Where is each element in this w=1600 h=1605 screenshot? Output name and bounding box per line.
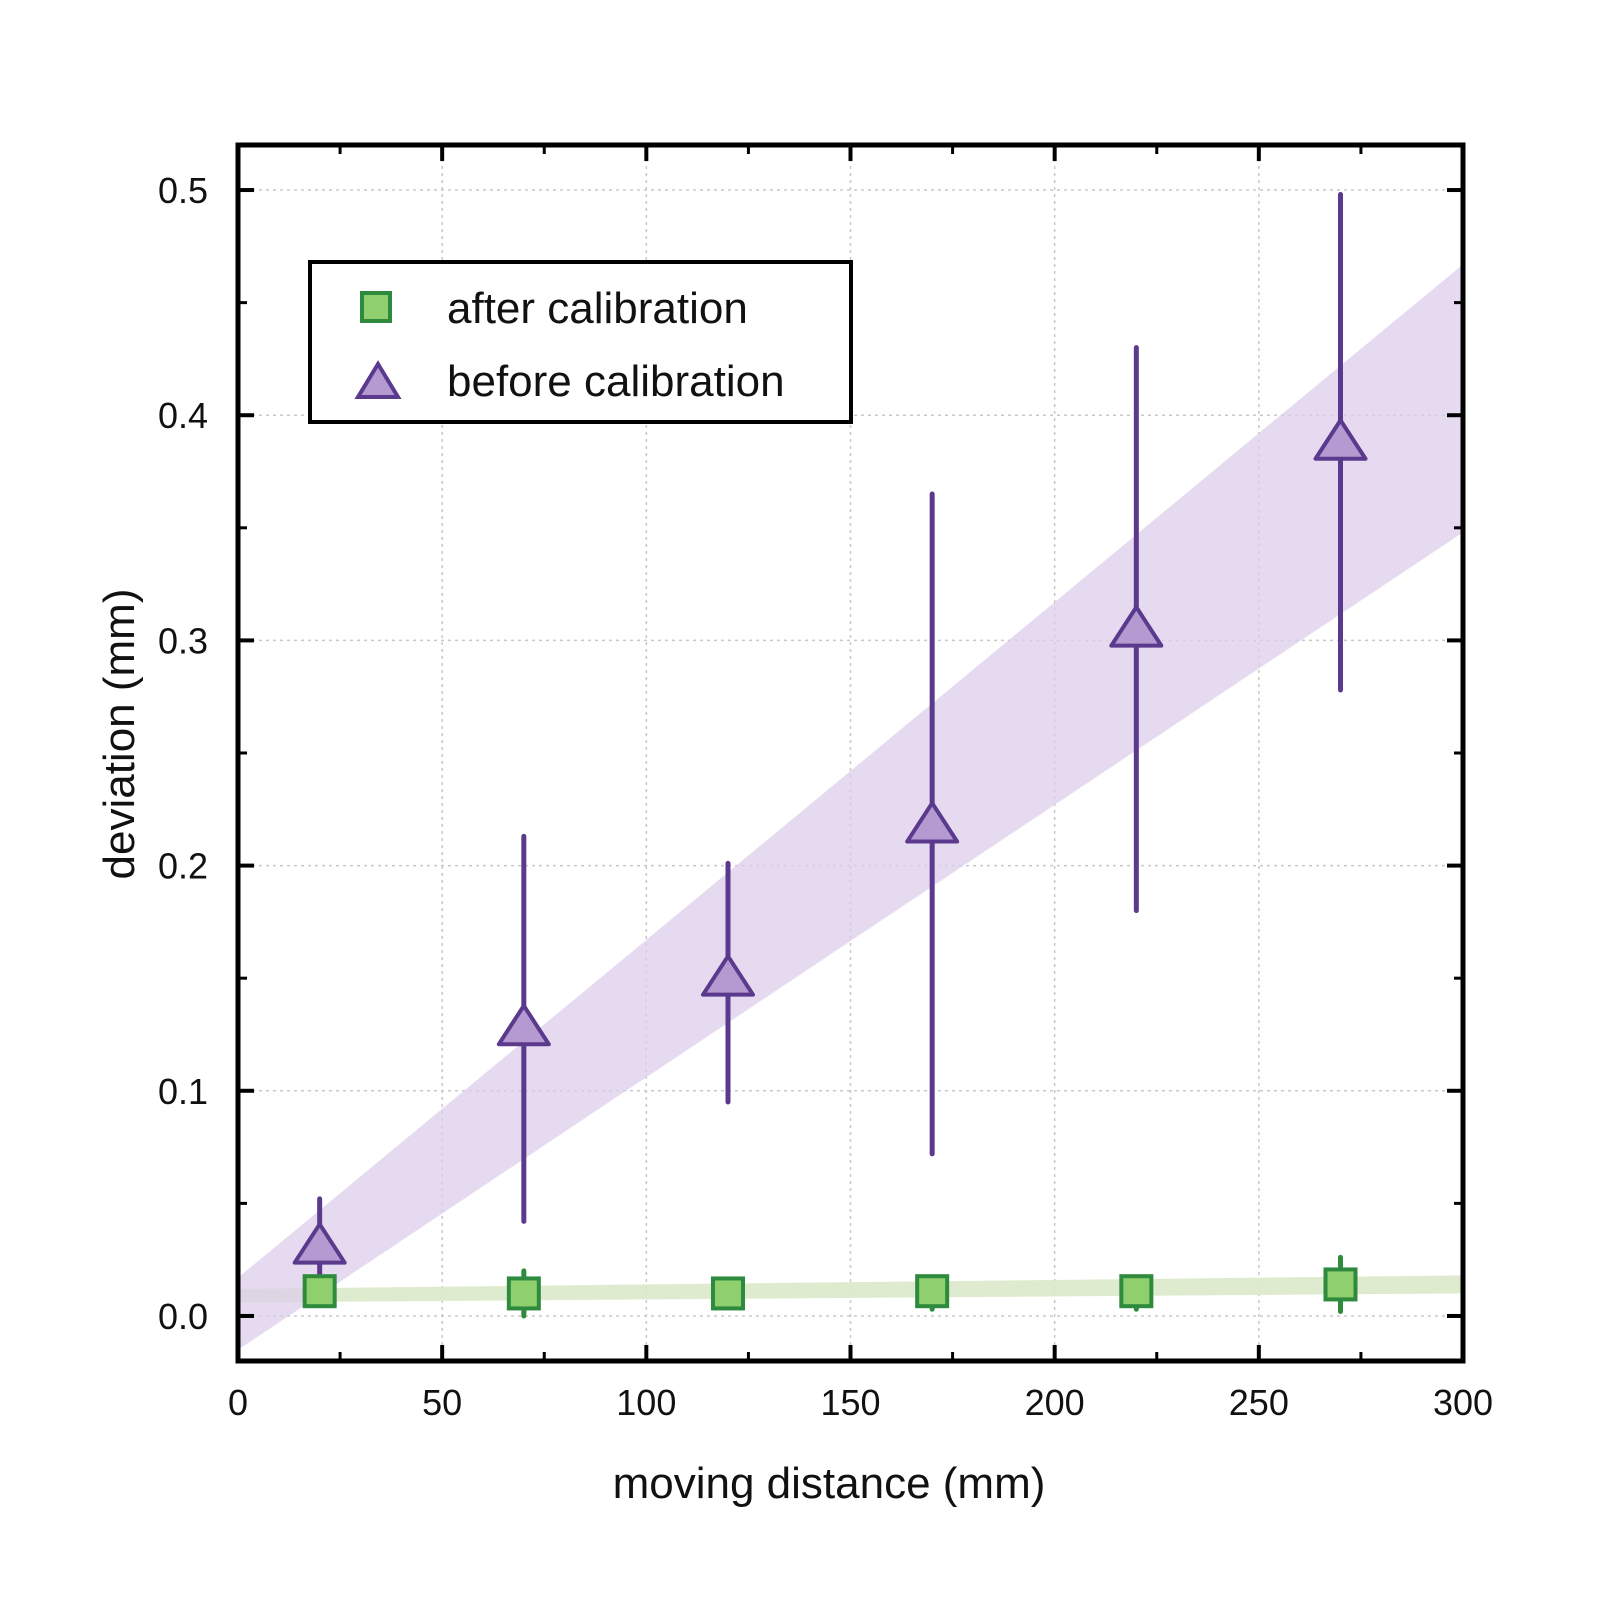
tick-labels: 0 50 100 150 200 250 300 0.0 0.1 0.2 0.3 0.4 0.5 [158,170,1493,1423]
x-tick-label: 200 [1025,1382,1085,1423]
point-after-calibration [1323,1267,1358,1302]
point-before-calibration [292,1222,347,1265]
x-tick-label: 100 [616,1382,676,1423]
legend-label-before: before calibration [447,357,785,406]
legend-label-after: after calibration [447,284,748,333]
point-after-calibration [1119,1274,1154,1309]
band-after-calibration [238,1275,1463,1303]
y-axis-label: deviation (mm) [95,589,144,880]
point-before-calibration [496,1003,551,1047]
x-axis-label: moving distance (mm) [613,1459,1046,1508]
confidence-bands [238,264,1463,1350]
y-tick-label: 0.0 [158,1296,208,1337]
x-tick-label: 300 [1433,1382,1493,1423]
point-after-calibration [915,1274,950,1309]
y-tick-label: 0.5 [158,170,208,211]
y-tick-label: 0.2 [158,846,208,887]
point-before-calibration [701,954,755,997]
legend-marker-after [360,291,392,323]
point-before-calibration [1313,418,1368,461]
x-tick-label: 150 [820,1382,880,1423]
legend: after calibration before calibration [308,260,853,424]
x-tick-label: 250 [1229,1382,1289,1423]
x-tick-label: 50 [422,1382,462,1423]
point-after-calibration [711,1276,745,1311]
point-after-calibration [302,1274,337,1309]
band-before-calibration [238,264,1463,1350]
y-tick-label: 0.1 [158,1071,208,1112]
legend-box [308,260,853,424]
point-after-calibration [506,1276,541,1311]
point-before-calibration [905,801,960,844]
y-tick-label: 0.3 [158,620,208,661]
x-tick-label: 0 [228,1382,248,1423]
axes [235,142,1466,1364]
point-before-calibration [1109,605,1164,648]
legend-marker-before [354,360,402,399]
y-tick-label: 0.4 [158,395,208,436]
data-points [292,418,1368,1311]
